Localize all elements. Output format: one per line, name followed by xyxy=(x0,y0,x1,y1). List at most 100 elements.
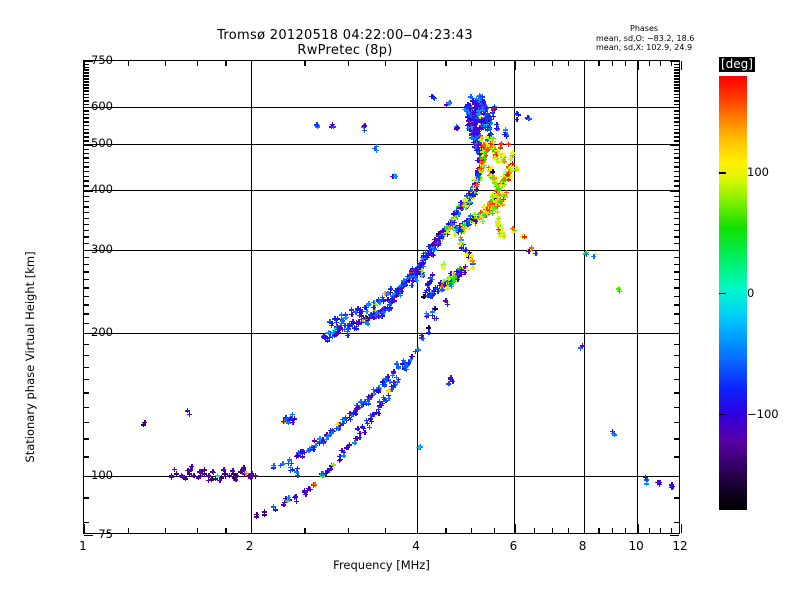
scatter-point xyxy=(460,201,466,207)
axis-tick xyxy=(660,61,662,66)
scatter-point xyxy=(453,213,458,219)
scatter-point xyxy=(246,473,252,479)
scatter-point xyxy=(288,460,294,466)
scatter-point xyxy=(412,348,418,354)
scatter-point xyxy=(343,445,349,451)
gridline-horizontal xyxy=(84,190,679,192)
scatter-point xyxy=(385,297,391,303)
axis-tick xyxy=(670,535,679,537)
scatter-point xyxy=(423,310,429,316)
axis-tick xyxy=(624,528,627,533)
scatter-point xyxy=(385,392,391,398)
scatter-point xyxy=(432,236,438,242)
axis-tick xyxy=(250,61,252,70)
axis-tick xyxy=(84,354,89,357)
scatter-point xyxy=(393,174,399,180)
scatter-point xyxy=(406,278,412,284)
scatter-point xyxy=(656,481,662,487)
scatter-point xyxy=(464,198,470,204)
scatter-point xyxy=(370,411,376,417)
scatter-point xyxy=(314,122,320,128)
colorbar-tick xyxy=(719,413,726,415)
scatter-point xyxy=(425,250,431,256)
scatter-point xyxy=(329,121,335,127)
scatter-point xyxy=(363,316,369,322)
axis-tick xyxy=(670,249,679,251)
scatter-point xyxy=(444,231,450,237)
scatter-point xyxy=(464,193,470,199)
axis-tick xyxy=(493,61,495,66)
scatter-point xyxy=(349,412,355,418)
scatter-point xyxy=(437,283,443,288)
colorbar-tick xyxy=(719,293,726,295)
axis-tick xyxy=(674,200,679,203)
scatter-point xyxy=(386,388,392,394)
axis-tick xyxy=(674,100,679,102)
scatter-point xyxy=(286,457,292,463)
axis-tick xyxy=(84,96,89,99)
colorbar-tick-label: 100 xyxy=(747,165,769,180)
axis-tick xyxy=(674,161,679,164)
axis-tick xyxy=(84,117,89,119)
gridlines xyxy=(84,61,679,533)
scatter-point xyxy=(366,425,372,431)
axis-tick xyxy=(84,161,89,164)
scatter-point xyxy=(493,156,499,162)
scatter-point xyxy=(439,229,445,235)
scatter-point xyxy=(470,265,476,271)
scatter-point xyxy=(287,464,293,470)
scatter-point xyxy=(482,145,488,151)
axis-tick xyxy=(637,524,639,533)
scatter-point xyxy=(505,141,511,147)
scatter-point xyxy=(372,307,378,313)
scatter-point xyxy=(409,277,415,283)
scatter-point xyxy=(503,189,509,195)
scatter-point xyxy=(347,410,353,416)
scatter-point xyxy=(501,176,507,182)
x-axis-tick-label: 6 xyxy=(509,539,518,553)
scatter-point xyxy=(321,440,327,446)
scatter-point xyxy=(172,467,177,473)
scatter-point xyxy=(474,168,480,174)
scatter-point xyxy=(440,265,446,271)
scatter-point xyxy=(230,468,236,474)
y-axis-tick-label: 500 xyxy=(91,136,113,151)
scatter-point xyxy=(388,298,394,304)
axis-tick xyxy=(384,528,387,533)
scatter-point xyxy=(364,420,370,426)
scatter-point xyxy=(482,156,488,162)
scatter-point xyxy=(243,470,249,476)
scatter-point xyxy=(642,474,648,480)
scatter-point xyxy=(426,330,432,336)
scatter-point xyxy=(485,147,491,153)
scatter-point xyxy=(347,320,353,326)
scatter-point xyxy=(413,266,419,272)
scatter-point xyxy=(361,128,367,134)
scatter-point xyxy=(360,124,366,130)
scatter-point xyxy=(418,258,424,264)
axis-tick xyxy=(84,140,89,142)
scatter-point xyxy=(400,358,406,364)
axis-tick xyxy=(514,61,516,70)
scatter-point xyxy=(382,290,388,296)
axis-tick xyxy=(670,475,679,478)
scatter-point xyxy=(209,476,215,481)
axis-tick xyxy=(470,61,473,66)
axis-tick xyxy=(445,528,447,533)
scatter-point xyxy=(383,292,389,298)
scatter-point xyxy=(226,472,232,478)
gridline-vertical xyxy=(250,61,252,533)
scatter-point xyxy=(391,369,397,375)
scatter-point xyxy=(338,312,344,318)
scatter-point xyxy=(338,316,344,322)
phase-stats-header: Phases xyxy=(630,24,659,33)
axis-tick xyxy=(84,61,86,70)
scatter-point xyxy=(335,326,341,332)
scatter-point xyxy=(422,250,428,256)
gridline-horizontal xyxy=(84,106,679,108)
scatter-point xyxy=(182,475,188,481)
axis-tick xyxy=(84,113,89,116)
x-axis-tick-label: 10 xyxy=(628,539,644,553)
scatter-point xyxy=(342,326,348,332)
axis-tick xyxy=(674,90,679,92)
